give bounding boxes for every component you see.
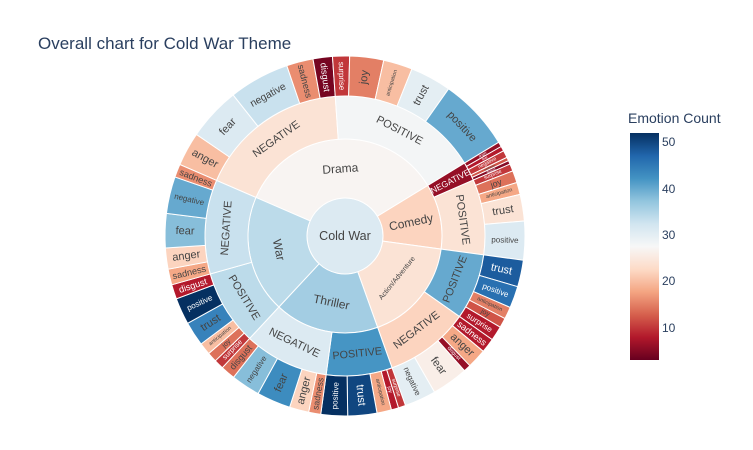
colorbar-tick: 10 <box>662 320 676 335</box>
emotion-comedy-negative-fear-label: fear <box>481 155 489 162</box>
emotion-action-adventure-positive-joy-label: joy <box>479 308 492 319</box>
emotion-comedy-positive-joy-label: joy <box>488 176 503 190</box>
colorbar-title: Emotion Count <box>628 110 721 126</box>
emotion-comedy-negative-disgust-label: disgust <box>486 167 496 175</box>
emotion-war-negative-fear-label: fear <box>175 225 195 238</box>
genre-war-label: War <box>270 238 288 262</box>
sentiment-thriller-positive-label: POSITIVE <box>332 345 383 362</box>
sentiment-war-negative-label: NEGATIVE <box>219 200 235 255</box>
genre-drama-label: Drama <box>322 160 359 176</box>
emotion-thriller-positive-anticipation-label: anticipation <box>374 378 386 406</box>
emotion-drama-positive-surprise-label: surprise <box>337 62 347 91</box>
emotion-war-negative-anger-label: anger <box>172 248 202 263</box>
emotion-comedy-negative-sadness-label: sadness <box>484 163 496 172</box>
emotion-drama-negative-disgust-label: disgust <box>318 62 332 93</box>
center-label: Cold War <box>319 229 371 243</box>
emotion-comedy-positive-trust-label: trust <box>491 203 514 218</box>
colorbar-tick: 40 <box>662 181 676 196</box>
emotion-war-negative-sadness-segment[interactable] <box>174 163 218 191</box>
emotion-thriller-positive-surprise-label: surprise <box>390 378 402 398</box>
chart-title: Overall chart for Cold War Theme <box>38 34 292 53</box>
colorbar-tick: 20 <box>662 274 676 289</box>
emotion-action-adventure-positive-trust-label: trust <box>490 261 513 277</box>
colorbar-tick: 30 <box>662 227 676 242</box>
emotion-thriller-positive-positive-label: positive <box>330 381 341 409</box>
emotion-comedy-negative-anger-label: anger <box>478 150 488 158</box>
emotion-thriller-positive-joy-label: joy <box>385 385 393 394</box>
emotion-thriller-positive-trust-label: trust <box>353 384 367 406</box>
emotion-comedy-positive-positive-label: positive <box>491 235 519 245</box>
colorbar: Emotion Count 10 20 30 40 50 <box>600 105 750 375</box>
colorbar-tick: 50 <box>662 135 676 150</box>
emotion-drama-positive-joy-label: joy <box>357 69 371 86</box>
colorbar-gradient <box>630 133 659 360</box>
